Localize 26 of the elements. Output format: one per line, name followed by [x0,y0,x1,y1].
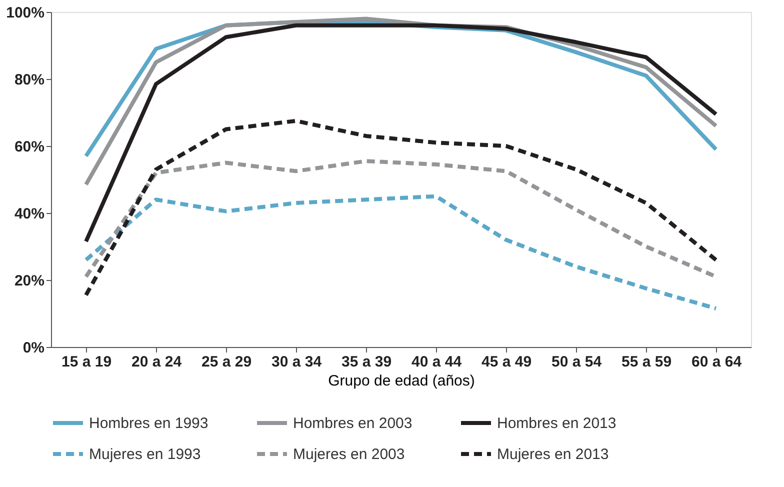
x-tick-label: 40 a 44 [411,354,462,370]
line-series [84,194,718,310]
legend-label: Hombres en 1993 [89,415,208,432]
y-tick-label: 0% [22,340,44,356]
legend-label: Hombres en 2003 [293,415,412,432]
x-tick-label: 60 a 64 [691,354,742,370]
x-tick-label: 45 a 49 [481,354,532,370]
y-tick-label: 60% [14,138,44,156]
x-tick-label: 30 a 34 [271,354,322,370]
legend-label: Mujeres en 2003 [293,446,405,463]
x-tick-label: 35 a 39 [341,354,392,370]
legend-label: Mujeres en 2013 [497,446,609,463]
y-tick-label: 20% [14,272,44,290]
line-series [84,118,718,298]
y-tick-label: 40% [14,206,44,222]
x-tick-label: 50 a 54 [551,354,602,370]
line-series [84,23,718,244]
y-tick-label: 100% [6,4,44,22]
x-tick-label: 25 a 29 [201,354,252,370]
x-tick-label: 55 a 59 [621,354,672,370]
x-tick-label: 20 a 24 [131,354,182,370]
x-tick-label: 15 a 19 [61,354,112,370]
legend-label: Mujeres en 1993 [89,446,201,463]
x-axis-title: Grupo de edad (años) [328,372,475,390]
legend-label: Hombres en 2013 [497,415,616,432]
y-tick-label: 80% [14,72,44,88]
